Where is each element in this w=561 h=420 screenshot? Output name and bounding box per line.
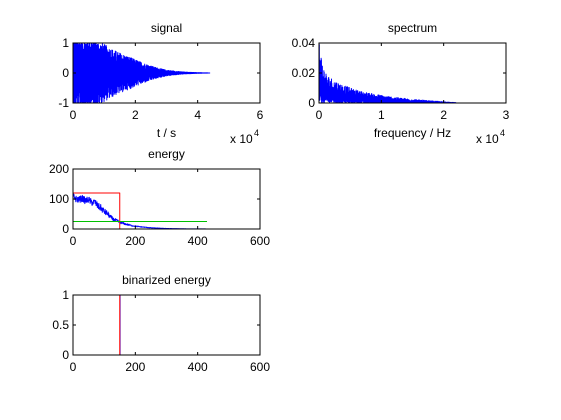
x-multiplier: x 10: [476, 132, 499, 146]
chart-title: energy: [148, 147, 185, 161]
series-line-3-0: [73, 295, 260, 355]
y-tick-label: 0: [62, 348, 69, 362]
x-tick-label: 0: [70, 108, 77, 122]
y-tick-label: 1: [62, 288, 69, 302]
x-axis-label: frequency / Hz: [374, 126, 451, 140]
chart-title: signal: [151, 21, 182, 35]
x-tick-label: 600: [250, 360, 270, 374]
y-tick-label: 1: [62, 36, 69, 50]
x-tick-label: 0: [70, 234, 77, 248]
series-line-3-1: [73, 295, 260, 355]
series-line-2-1: [73, 192, 121, 229]
x-axis-label: t / s: [157, 126, 176, 140]
x-tick-label: 400: [188, 234, 208, 248]
x-tick-label: 0: [70, 360, 77, 374]
series-line-2-0: [73, 192, 208, 229]
y-tick-label: 0.5: [52, 318, 69, 332]
y-tick-label: 0: [62, 222, 69, 236]
x-tick-label: 0: [316, 108, 323, 122]
x-tick-label: 200: [125, 234, 145, 248]
y-tick-label: 200: [49, 162, 69, 176]
x-tick-label: 1: [378, 108, 385, 122]
x-multiplier-exponent: 4: [500, 128, 505, 138]
y-tick-label: -1: [58, 96, 69, 110]
axes-box: [72, 294, 261, 356]
x-multiplier: x 10: [230, 132, 253, 146]
y-tick-label: 0: [62, 66, 69, 80]
x-tick-label: 400: [188, 360, 208, 374]
series-line-0-0: [73, 43, 211, 103]
series-line-1-0: [319, 44, 457, 103]
x-tick-label: 3: [503, 108, 510, 122]
x-tick-label: 6: [257, 108, 264, 122]
y-tick-label: 0.04: [292, 36, 316, 50]
y-tick-label: 0.02: [292, 66, 316, 80]
x-tick-label: 2: [132, 108, 139, 122]
chart-title: binarized energy: [122, 273, 211, 287]
y-tick-label: 0: [308, 96, 315, 110]
chart-title: spectrum: [388, 21, 437, 35]
x-tick-label: 2: [440, 108, 447, 122]
x-tick-label: 4: [194, 108, 201, 122]
x-tick-label: 600: [250, 234, 270, 248]
y-tick-label: 100: [49, 192, 69, 206]
x-tick-label: 200: [125, 360, 145, 374]
x-multiplier-exponent: 4: [254, 128, 259, 138]
axes-box: [72, 168, 261, 230]
